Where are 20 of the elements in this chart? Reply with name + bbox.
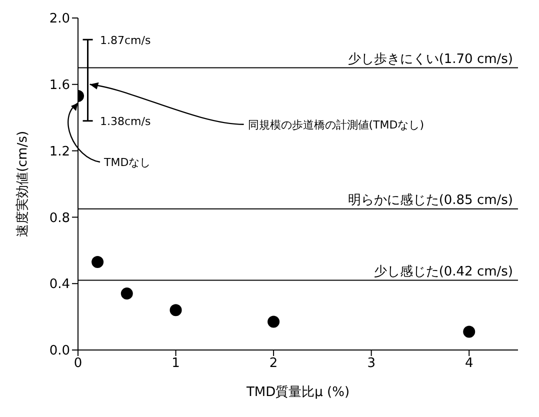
ref-line-label: 少し感じた(0.42 cm/s) bbox=[374, 264, 513, 280]
y-tick-label: 0.8 bbox=[49, 210, 70, 226]
annotation: 1.87cm/s bbox=[100, 34, 151, 47]
x-tick-label: 3 bbox=[367, 356, 376, 372]
y-tick-label: 0.0 bbox=[49, 344, 70, 359]
annotation: 同規模の歩道橋の計測値(TMDなし) bbox=[248, 118, 424, 132]
annotation: TMDなし bbox=[103, 156, 151, 170]
x-tick-label: 4 bbox=[464, 356, 474, 372]
x-tick-label: 1 bbox=[172, 356, 180, 372]
y-tick-label: 1.2 bbox=[49, 144, 70, 160]
annotation: 1.38cm/s bbox=[100, 115, 151, 128]
x-axis-title: TMD質量比μ (%) bbox=[245, 385, 350, 400]
y-tick-label: 2.0 bbox=[49, 12, 70, 27]
x-tick-label: 2 bbox=[269, 356, 278, 372]
ref-line-label: 少し歩きにくい(1.70 cm/s) bbox=[348, 52, 513, 67]
x-tick-label: 0 bbox=[74, 356, 82, 372]
y-tick-label: 1.6 bbox=[49, 78, 70, 94]
y-tick-label: 0.4 bbox=[49, 277, 70, 292]
y-axis-title: 速度実効値(cm/s) bbox=[14, 130, 31, 238]
ref-line-label: 明らかに感じた(0.85 cm/s) bbox=[348, 192, 513, 208]
